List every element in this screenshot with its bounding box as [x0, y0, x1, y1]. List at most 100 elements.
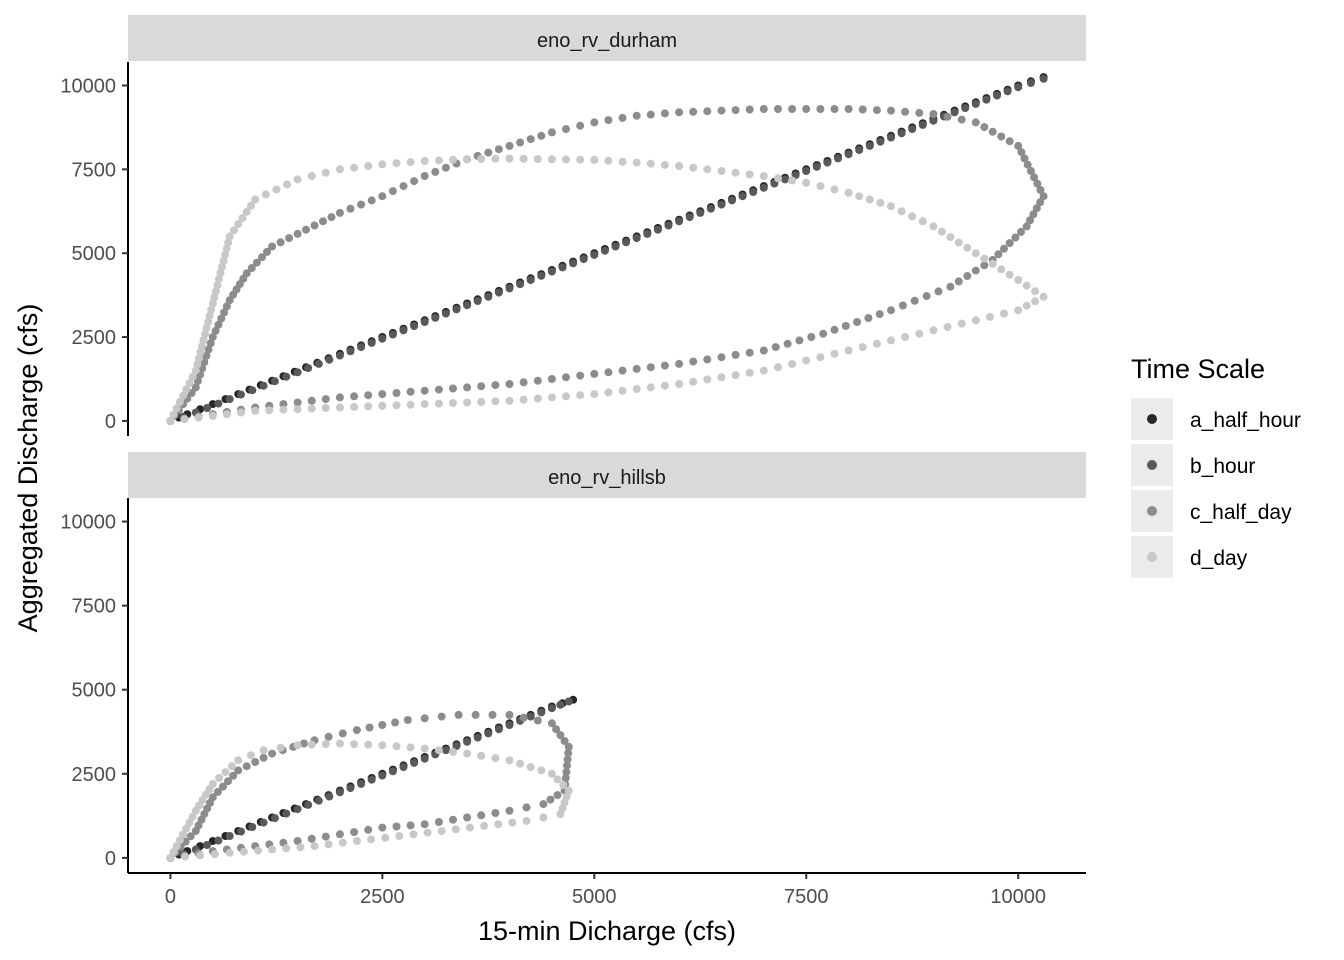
- data-point: [547, 704, 556, 713]
- data-point: [242, 207, 251, 216]
- data-point: [304, 800, 313, 809]
- y-tick-label: 5000: [72, 243, 117, 265]
- data-point: [193, 360, 202, 369]
- data-point: [802, 167, 811, 175]
- data-point: [887, 106, 895, 115]
- data-point: [259, 746, 268, 755]
- data-point: [604, 116, 613, 125]
- data-point: [795, 336, 804, 345]
- data-point: [980, 261, 989, 270]
- data-point: [199, 336, 208, 345]
- data-point: [539, 800, 548, 809]
- data-point: [675, 217, 684, 226]
- data-point: [731, 371, 740, 380]
- data-point: [224, 238, 233, 247]
- data-point: [346, 347, 355, 356]
- y-ticks-durham: 0 2500 5000 7500 10000: [60, 75, 128, 433]
- data-point: [971, 316, 980, 325]
- data-point: [488, 710, 497, 719]
- data-point: [994, 250, 1003, 259]
- data-point: [872, 339, 881, 348]
- data-point: [519, 154, 528, 163]
- data-point: [783, 339, 792, 348]
- data-point: [259, 818, 268, 827]
- data-point: [335, 403, 344, 412]
- data-point: [463, 737, 472, 746]
- data-point: [759, 366, 768, 375]
- data-point: [378, 390, 387, 399]
- data-point: [357, 200, 366, 209]
- data-point: [307, 740, 316, 749]
- data-point: [378, 192, 387, 201]
- legend-label: a_half_hour: [1190, 409, 1301, 432]
- data-point: [420, 318, 429, 326]
- data-point: [982, 95, 991, 104]
- data-point: [494, 288, 503, 297]
- data-point: [346, 784, 355, 793]
- data-point: [194, 413, 203, 422]
- data-point: [759, 105, 768, 113]
- data-point: [221, 768, 230, 777]
- data-point: [259, 381, 268, 390]
- data-point: [463, 383, 472, 392]
- data-point: [237, 408, 245, 417]
- data-point: [335, 351, 344, 360]
- data-point: [307, 404, 316, 413]
- data-point: [484, 292, 493, 301]
- data-point: [830, 185, 839, 194]
- data-point: [788, 105, 797, 113]
- data-point: [653, 225, 662, 234]
- data-point: [293, 805, 302, 814]
- data-point: [480, 821, 489, 830]
- data-point: [449, 155, 457, 164]
- data-point: [484, 148, 493, 157]
- data-point: [282, 372, 291, 381]
- data-point: [335, 165, 344, 174]
- data-point: [169, 848, 178, 856]
- data-point: [703, 375, 712, 384]
- data-point: [282, 844, 291, 853]
- y-tick-label: 7500: [72, 596, 117, 618]
- data-point: [222, 244, 231, 253]
- data-point: [660, 109, 669, 118]
- data-point: [1026, 216, 1034, 225]
- data-point: [929, 116, 938, 125]
- data-point: [246, 201, 255, 210]
- data-point: [717, 106, 726, 115]
- data-point: [251, 195, 260, 204]
- data-point: [988, 259, 997, 268]
- legend-key-point: [1147, 414, 1157, 424]
- data-point: [802, 105, 811, 113]
- data-point: [590, 118, 599, 127]
- data-point: [954, 238, 963, 247]
- data-point: [403, 716, 412, 724]
- data-point: [388, 187, 397, 196]
- data-point: [327, 213, 336, 222]
- data-point: [675, 162, 684, 170]
- data-point: [844, 150, 853, 159]
- data-point: [321, 740, 330, 749]
- data-point: [234, 220, 243, 229]
- data-point: [908, 125, 917, 134]
- data-point: [494, 725, 503, 734]
- data-point: [434, 156, 443, 165]
- data-point: [246, 751, 255, 760]
- data-point: [980, 254, 989, 263]
- data-point: [558, 263, 567, 272]
- data-point: [378, 160, 387, 169]
- data-point: [505, 141, 514, 150]
- data-point: [335, 830, 344, 839]
- data-point: [508, 818, 517, 827]
- data-point: [901, 333, 910, 341]
- data-point: [937, 227, 946, 236]
- data-point: [954, 277, 963, 286]
- data-point: [505, 710, 514, 719]
- data-point: [526, 763, 535, 772]
- data-point: [946, 282, 955, 291]
- panel-title-durham: eno_rv_durham: [537, 30, 677, 52]
- y-ticks-hillsb: 0 2500 5000 7500 10000: [60, 512, 128, 870]
- data-point: [252, 258, 261, 267]
- data-point: [516, 138, 525, 147]
- data-point: [957, 319, 966, 328]
- data-point: [406, 387, 415, 396]
